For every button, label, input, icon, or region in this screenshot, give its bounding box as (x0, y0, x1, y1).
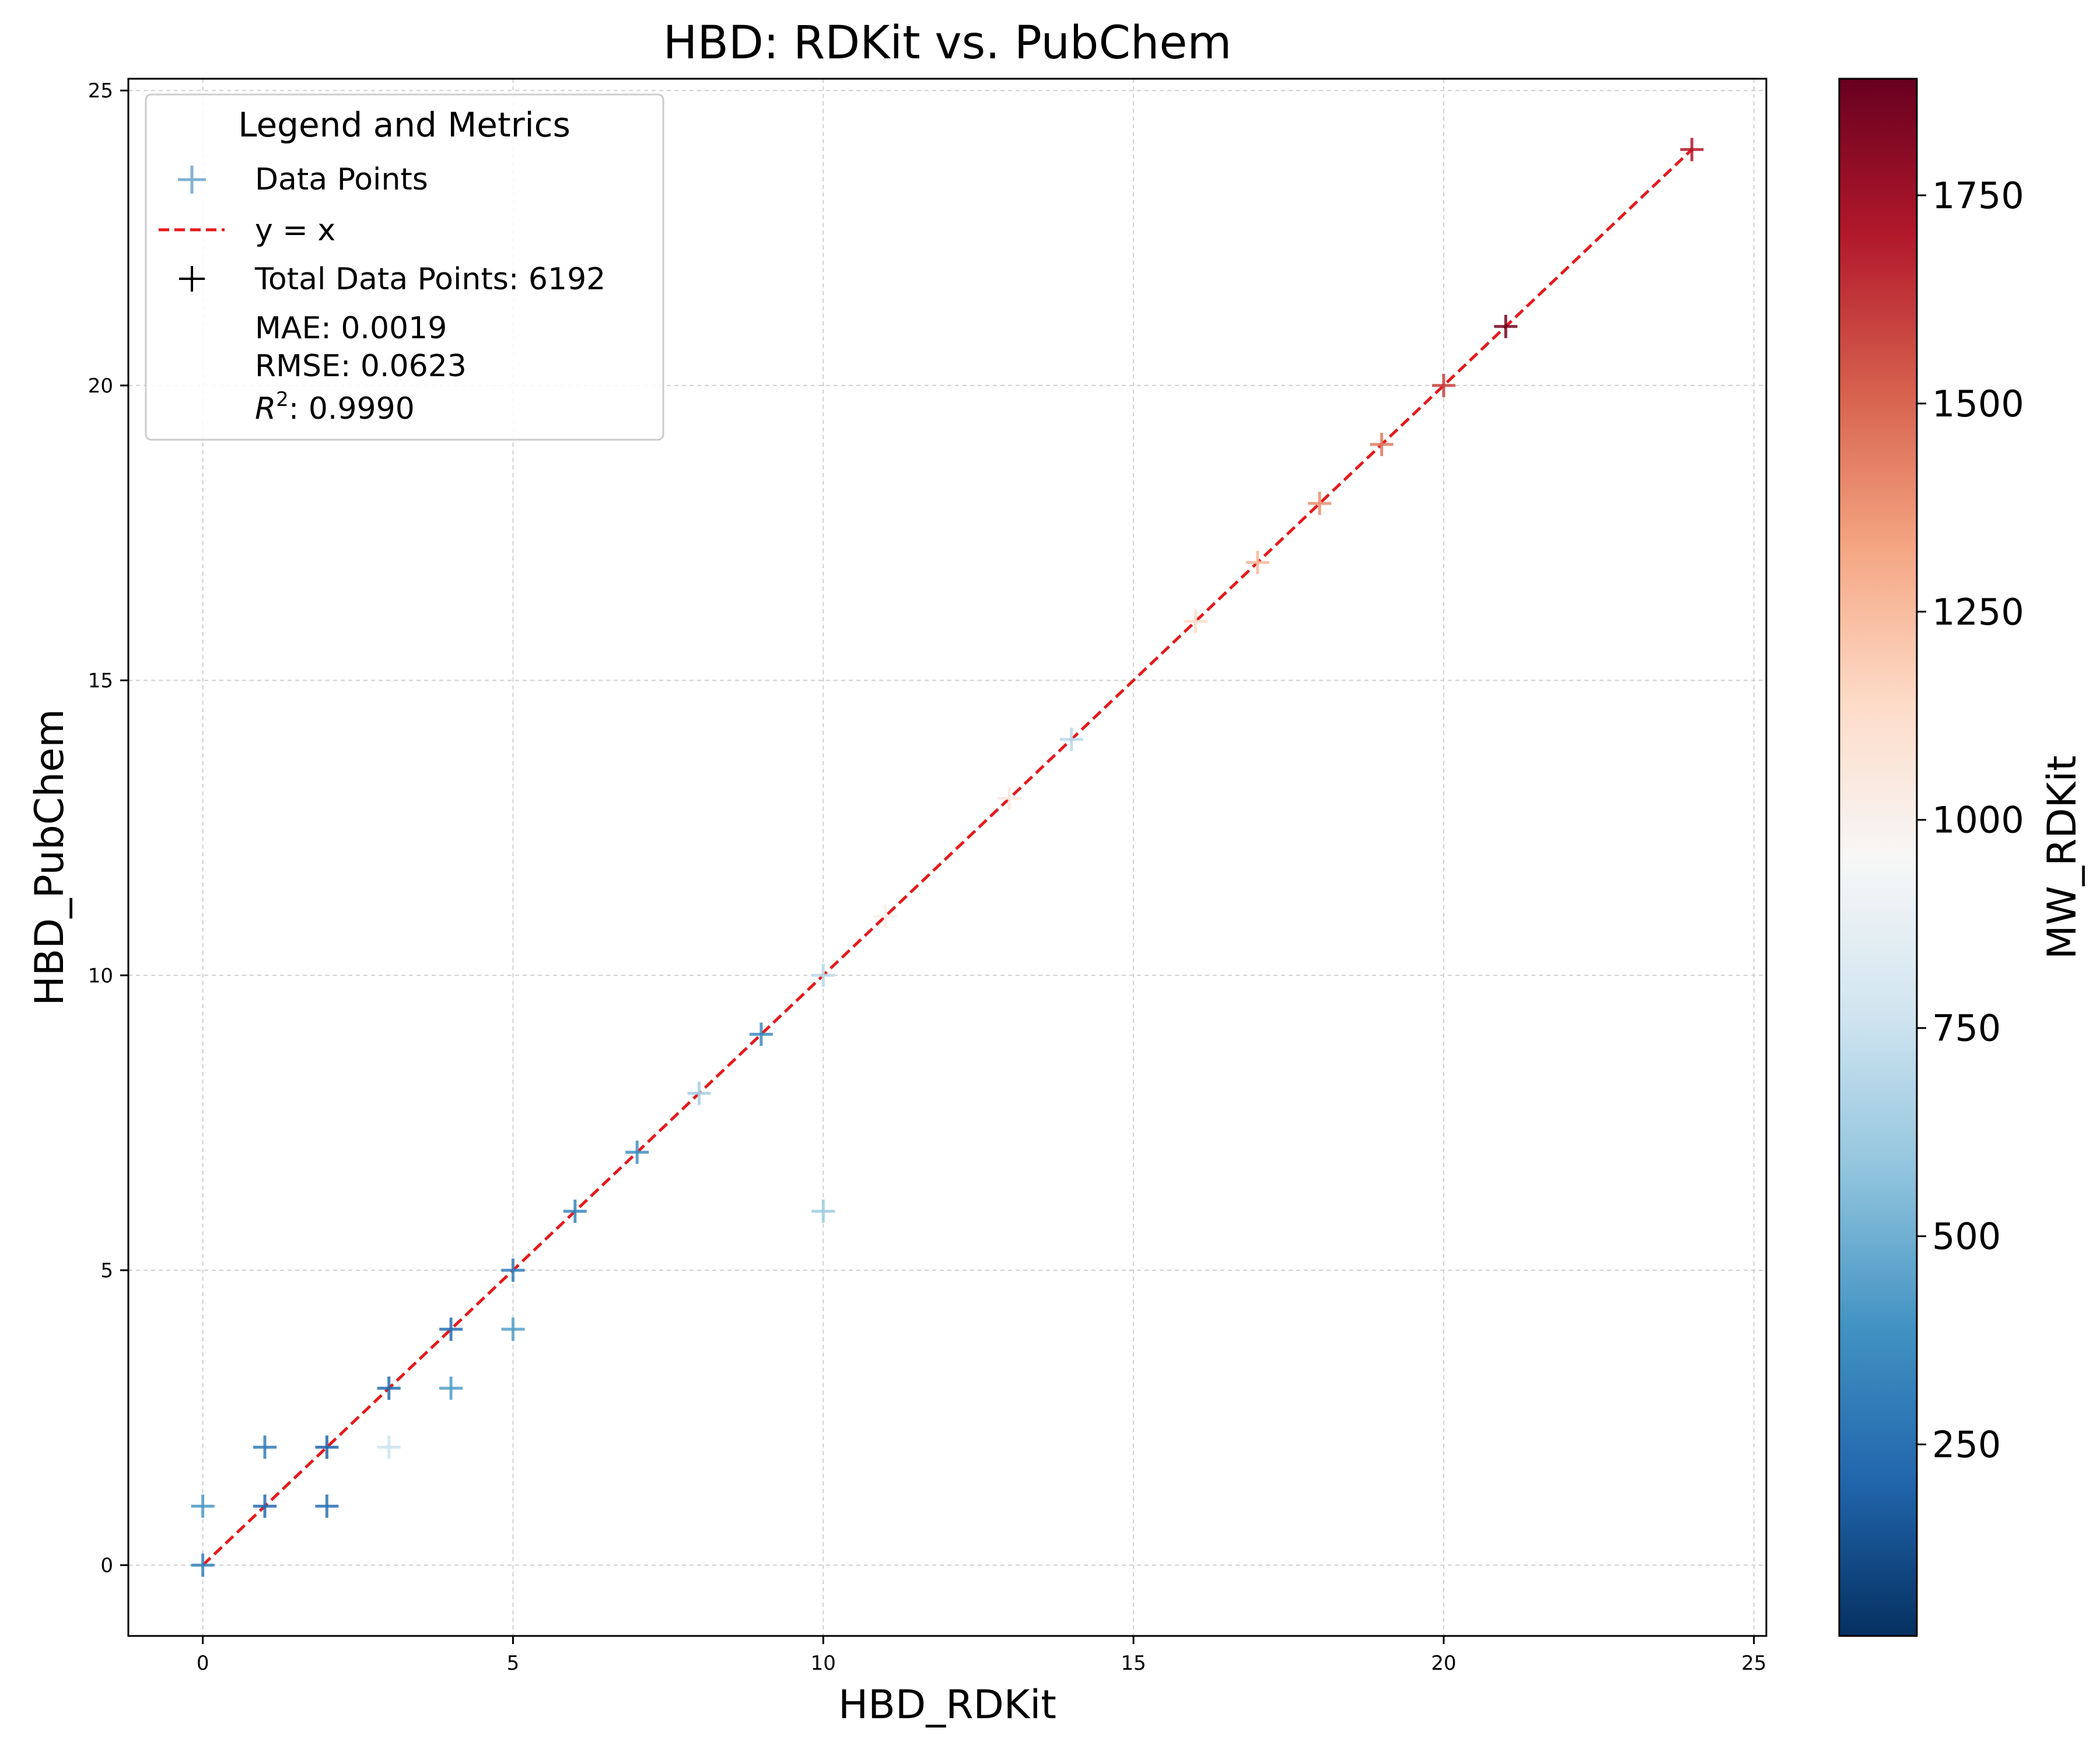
y-tick-label: 20 (88, 374, 113, 398)
data-point (1494, 314, 1518, 338)
colorbar-tick-label: 750 (1932, 1007, 2001, 1050)
x-tick-label: 20 (1431, 1652, 1456, 1675)
y-tick-label: 0 (100, 1554, 113, 1578)
x-tick-label: 25 (1741, 1652, 1766, 1675)
legend-metric-mae: MAE: 0.0019 (255, 311, 447, 346)
legend-entry-data-points: Data Points (255, 162, 428, 197)
data-point (1184, 609, 1208, 633)
legend-data-points-marker-icon (178, 166, 206, 194)
data-point (253, 1435, 276, 1459)
data-point (625, 1140, 649, 1164)
legend-r2-exponent: 2 (276, 388, 289, 411)
plot-frame (127, 78, 1768, 1637)
legend-r2-value: : 0.9990 (289, 391, 415, 426)
x-tick-label: 10 (811, 1652, 836, 1675)
data-point (687, 1081, 711, 1105)
legend-metric-rmse: RMSE: 0.0623 (255, 349, 467, 384)
y-tick-label: 5 (100, 1259, 113, 1283)
y-axis-label: HBD_PubChem (27, 709, 73, 1006)
y-axis-ticks: 0 5 10 15 20 25 (88, 79, 128, 1578)
data-point (873, 905, 897, 928)
data-points (191, 138, 1704, 1577)
grid-lines (128, 79, 1766, 1636)
data-point (439, 1317, 463, 1341)
data-point (191, 1553, 215, 1577)
reference-line-group (201, 148, 1693, 1567)
data-point (563, 1199, 587, 1223)
data-point (377, 1376, 401, 1400)
x-axis-ticks: 0 5 10 15 20 25 (197, 1636, 1766, 1675)
data-point (377, 1435, 401, 1459)
data-point (1370, 433, 1394, 457)
data-point (501, 1258, 525, 1282)
data-point (191, 1494, 215, 1518)
data-point (1059, 727, 1083, 751)
data-point (253, 1494, 276, 1518)
x-tick-label: 0 (197, 1652, 209, 1675)
colorbar-tick-label: 500 (1932, 1215, 2001, 1258)
y-tick-label: 15 (88, 670, 113, 693)
legend-title: Legend and Metrics (238, 105, 570, 145)
data-point (1680, 138, 1704, 162)
data-point (811, 1199, 835, 1223)
y-tick-label: 25 (88, 79, 113, 103)
reference-line (201, 148, 1693, 1567)
colorbar-ticks: 250 500 750 1000 1250 1500 1750 (1917, 174, 2024, 1466)
data-point (749, 1022, 773, 1046)
x-tick-label: 5 (507, 1652, 520, 1675)
legend-entry-total: Total Data Points: 6192 (254, 262, 606, 297)
data-point (811, 963, 835, 987)
data-point (1308, 492, 1332, 516)
colorbar (1838, 78, 1918, 1637)
data-point (315, 1435, 339, 1459)
legend-r2-symbol: R (255, 391, 276, 426)
legend-entry-reference-line: y = x (255, 213, 335, 248)
legend-metric-r2: R2: 0.9990 (255, 388, 415, 426)
colorbar-tick-label: 1000 (1932, 799, 2024, 842)
x-tick-label: 15 (1121, 1652, 1146, 1675)
x-axis-label: HBD_RDKit (838, 1682, 1056, 1728)
data-point (998, 786, 1021, 810)
data-point (315, 1494, 339, 1518)
colorbar-tick-label: 1750 (1932, 174, 2024, 217)
legend-box (145, 93, 664, 441)
colorbar-tick-label: 1500 (1932, 383, 2024, 425)
data-point (501, 1317, 525, 1341)
colorbar-label: MW_RDKit (2039, 755, 2085, 959)
colorbar-tick-label: 250 (1932, 1424, 2001, 1466)
legend-total-marker-icon (179, 266, 205, 292)
data-point (439, 1376, 463, 1400)
y-tick-label: 10 (88, 964, 113, 987)
data-point (1432, 373, 1455, 397)
chart-title: HBD: RDKit vs. PubChem (663, 17, 1232, 69)
colorbar-tick-label: 1250 (1932, 591, 2024, 633)
legend: Legend and Metrics Data Points y = x Tot… (145, 93, 664, 441)
data-point (1245, 551, 1269, 574)
